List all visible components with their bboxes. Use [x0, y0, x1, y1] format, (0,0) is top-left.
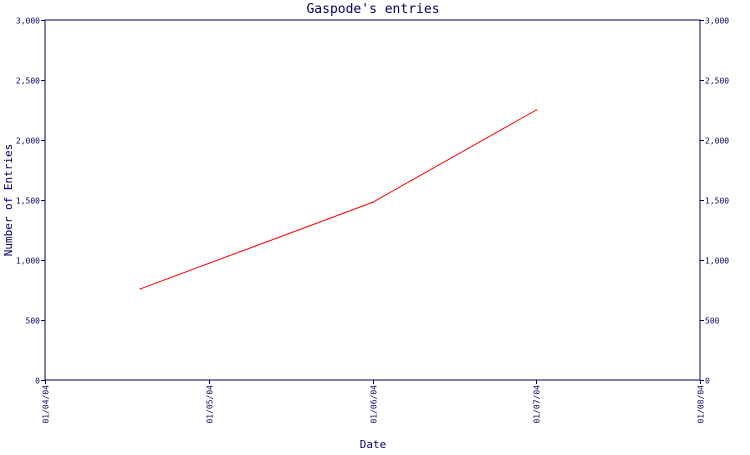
y-tick-label-right: 500: [705, 317, 720, 326]
x-tick-label: 01/05/04: [206, 385, 215, 424]
y-tick-label-right: 1,000: [705, 257, 729, 266]
chart-title: Gaspode's entries: [306, 2, 439, 17]
x-axis-label: Date: [360, 438, 387, 450]
y-tick-label-left: 1,000: [16, 257, 40, 266]
x-tick-label: 01/06/04: [370, 385, 379, 424]
x-tick-label: 01/04/04: [42, 385, 51, 424]
plot-frame: [44, 19, 701, 381]
x-tick-label: 01/08/04: [697, 385, 706, 424]
y-tick-label-right: 2,500: [705, 77, 729, 86]
y-tick-label-left: 500: [26, 317, 41, 326]
y-tick-label-left: 2,000: [16, 137, 40, 146]
y-tick-label-left: 0: [35, 377, 40, 386]
y-tick-label-right: 1,500: [705, 197, 729, 206]
x-tick-label: 01/07/04: [533, 385, 542, 424]
y-tick-label-left: 2,500: [16, 77, 40, 86]
y-tick-label-right: 2,000: [705, 137, 729, 146]
data-point: [371, 201, 374, 204]
y-axis-label: Number of Entries: [2, 144, 15, 257]
y-tick-label-left: 1,500: [16, 197, 40, 206]
data-point: [139, 288, 142, 290]
plot-area: 0 0 500 500 1,000 1,000 1,500 1,500 2,000 2,000 2,…: [16, 17, 729, 424]
y-tick-label-right: 3,000: [705, 17, 729, 26]
series-line: [140, 109, 537, 290]
y-tick-label-right: 0: [705, 377, 710, 386]
data-point: [535, 109, 538, 111]
y-tick-label-left: 3,000: [16, 17, 40, 26]
